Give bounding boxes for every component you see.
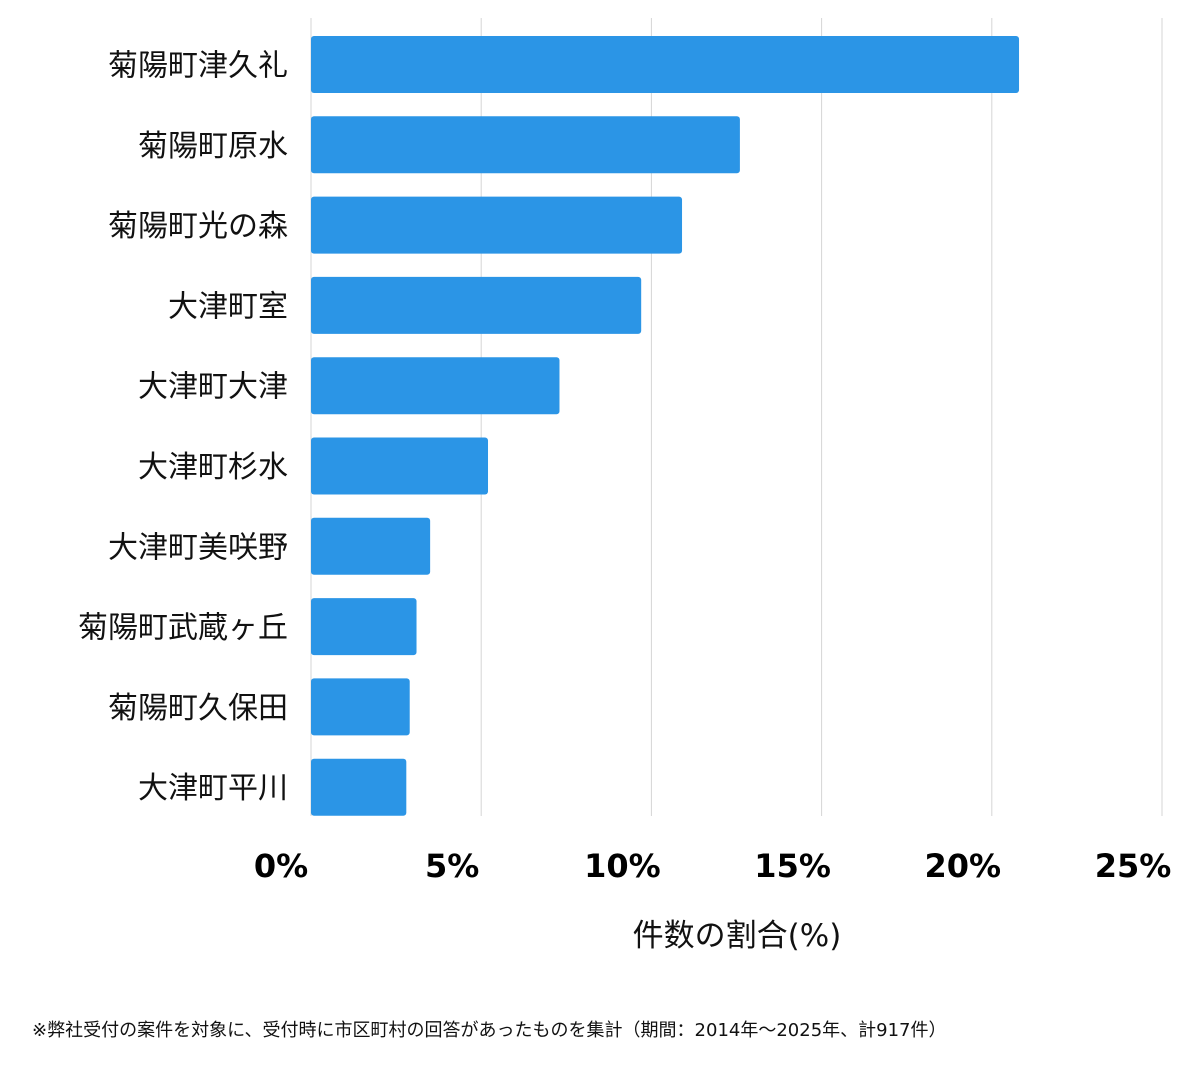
category-label: 大津町杉水 [138,450,288,485]
bar [311,678,410,736]
footnote: ※弊社受付の案件を対象に、受付時に市区町村の回答があったものを集計（期間：201… [32,1020,947,1041]
bar [311,276,642,334]
bar [311,517,431,575]
bar [311,116,740,174]
x-tick-label: 15% [754,847,831,885]
x-tick-label: 25% [1095,847,1172,885]
bar [311,598,417,656]
category-label: 菊陽町津久礼 [108,49,288,84]
bar [311,758,407,816]
bar [311,357,560,415]
bars [311,36,1020,816]
x-axis-title: 件数の割合(%) [633,918,842,954]
category-label: 菊陽町久保田 [108,691,288,726]
bar [311,196,683,254]
x-tick-label: 5% [425,847,479,885]
x-tick-label: 10% [584,847,661,885]
bar [311,36,1020,93]
bar [311,437,489,495]
category-label: 菊陽町光の森 [108,209,288,244]
x-tick-label: 0% [254,847,308,885]
category-label: 大津町美咲野 [108,530,288,565]
category-labels: 菊陽町津久礼菊陽町原水菊陽町光の森大津町室大津町大津大津町杉水大津町美咲野菊陽町… [78,49,288,807]
category-label: 大津町室 [168,289,288,324]
category-label: 菊陽町武蔵ヶ丘 [78,611,288,646]
category-label: 菊陽町原水 [138,129,288,164]
x-tick-label: 20% [925,847,1002,885]
category-label: 大津町大津 [138,370,288,405]
category-label: 大津町平川 [138,771,288,806]
x-tick-labels: 0% 5% 10% 15% 20% 25% [254,847,1171,885]
